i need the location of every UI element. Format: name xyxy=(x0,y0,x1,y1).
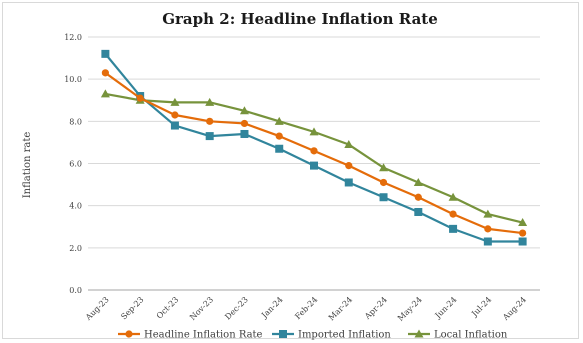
data-point xyxy=(519,229,527,237)
series-layer xyxy=(100,49,528,246)
chart-frame xyxy=(2,2,579,339)
data-point xyxy=(344,178,353,187)
legend-item-2: Local Inflation xyxy=(408,329,508,341)
y-tick-label: 4.0 xyxy=(69,202,82,211)
data-point xyxy=(484,225,492,233)
data-point xyxy=(240,119,249,128)
data-point xyxy=(170,121,179,130)
data-point xyxy=(449,224,458,233)
data-point xyxy=(206,117,214,125)
data-point xyxy=(170,97,180,106)
series-0 xyxy=(101,69,527,237)
legend-marker xyxy=(279,330,287,338)
legend: Headline Inflation Rate Imported Inflatio… xyxy=(118,329,508,341)
data-point xyxy=(449,210,457,218)
x-tick-label: Jan-24 xyxy=(259,295,284,320)
data-point xyxy=(274,116,284,125)
legend-label: Local Inflation xyxy=(434,330,508,341)
series-1 xyxy=(101,49,527,246)
data-point xyxy=(101,49,110,58)
y-tick-label: 12.0 xyxy=(64,33,82,42)
x-tick-label: Mar-24 xyxy=(327,295,354,322)
x-tick-label: Aug-23 xyxy=(83,295,111,323)
x-tick-label: Apr-24 xyxy=(362,295,389,322)
grid-layer xyxy=(88,36,540,249)
data-point xyxy=(379,163,389,172)
data-point xyxy=(379,193,388,202)
data-point xyxy=(344,140,354,149)
x-tick-label: Sep-23 xyxy=(119,295,145,321)
data-point xyxy=(310,147,318,155)
y-tick-label: 6.0 xyxy=(69,160,82,169)
data-point xyxy=(275,144,284,153)
data-point xyxy=(448,192,458,201)
x-tick-label: Aug-24 xyxy=(500,295,528,323)
series-2 xyxy=(100,89,528,227)
x-tick-label: Jun-24 xyxy=(433,295,459,321)
x-tick-label: Nov-23 xyxy=(188,295,215,322)
y-tick-label: 2.0 xyxy=(69,244,82,253)
legend-item-1: Imported Inflation xyxy=(272,330,391,341)
legend-label: Imported Inflation xyxy=(298,330,391,341)
data-point xyxy=(518,218,528,227)
y-axis-label: Inflation rate xyxy=(22,132,33,199)
series-line xyxy=(105,92,523,224)
legend-marker xyxy=(125,330,133,338)
legend-marker xyxy=(414,329,424,338)
data-point xyxy=(379,178,388,187)
data-point xyxy=(100,89,110,98)
y-tick-label: 0.0 xyxy=(69,286,82,295)
data-point xyxy=(414,207,423,216)
legend-item-0: Headline Inflation Rate xyxy=(118,330,263,341)
x-tick-label: Oct-23 xyxy=(155,295,181,321)
data-point xyxy=(136,94,144,102)
data-point xyxy=(239,106,249,115)
axis-layer: 0.0 2.0 4.0 6.0 8.0 10.0 12.0 Aug-23 Sep-23 Oct-2… xyxy=(64,33,540,323)
data-point xyxy=(309,127,319,136)
x-tick-label: May-24 xyxy=(396,295,424,323)
data-point xyxy=(310,161,318,170)
data-point xyxy=(101,69,109,77)
data-point xyxy=(205,132,214,141)
y-tick-label: 8.0 xyxy=(69,117,82,126)
data-point xyxy=(518,237,527,246)
x-tick-label: Jul-24 xyxy=(469,295,493,319)
data-point xyxy=(240,129,249,138)
x-tick-label: Dec-23 xyxy=(223,295,250,322)
data-point xyxy=(483,209,493,218)
data-point xyxy=(205,97,215,106)
y-tick-label: 10.0 xyxy=(64,75,82,84)
data-point xyxy=(414,193,422,201)
legend-label: Headline Inflation Rate xyxy=(144,330,263,341)
data-point xyxy=(345,162,353,170)
x-tick-label: Feb-24 xyxy=(293,295,319,321)
data-point xyxy=(413,177,423,186)
data-point xyxy=(275,132,283,140)
data-point xyxy=(483,237,492,246)
chart-title: Graph 2: Headline Inflation Rate xyxy=(162,10,438,28)
data-point xyxy=(171,111,179,119)
